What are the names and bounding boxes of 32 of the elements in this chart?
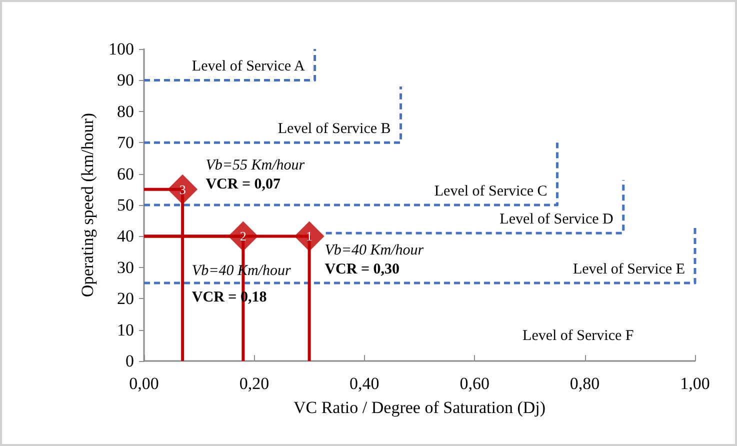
y-tick-label: 100 (108, 40, 134, 58)
series-label: Level of Service B (278, 121, 391, 138)
y-tick-label: 70 (117, 133, 134, 152)
annotation: 1 (306, 228, 313, 244)
y-tick-label: 0 (126, 352, 134, 370)
annotation: Vb=55 Km/hour (206, 157, 305, 174)
annotation: Level of Service F (522, 328, 634, 344)
y-tick-label: 50 (117, 196, 134, 214)
y-tick-label: 90 (117, 70, 134, 90)
y-tick-label: 60 (117, 164, 134, 184)
x-tick-label: 0,40 (350, 374, 380, 393)
annotation: Vb=40 Km/hour (324, 242, 424, 259)
x-tick-label: 0,80 (570, 374, 600, 393)
annotation: 2 (240, 228, 246, 244)
annotation: VCR = 0,07 (206, 176, 282, 192)
y-tick-label: 10 (117, 320, 134, 340)
annotation: VCR = 0,30 (324, 261, 400, 278)
annotation: 3 (179, 182, 186, 197)
y-axis-title: Operating speed (km/hour) (78, 112, 97, 298)
x-tick-label: 0,00 (129, 374, 159, 393)
y-tick-label: 30 (117, 258, 134, 277)
y-tick-label: 80 (117, 102, 134, 121)
x-tick-label: 0,20 (239, 374, 270, 393)
series-label: Level of Service E (572, 262, 685, 278)
series-label: Level of Service A (192, 58, 305, 75)
series-label: Level of Service C (434, 184, 548, 200)
x-tick-label: 1,00 (680, 374, 710, 393)
y-tick-label: 20 (117, 289, 134, 308)
x-axis-title: VC Ratio / Degree of Saturation (Dj) (293, 398, 546, 417)
y-tick-label: 40 (117, 226, 134, 246)
x-tick-label: 0,60 (460, 374, 490, 393)
series-label: Level of Service D (500, 212, 614, 228)
